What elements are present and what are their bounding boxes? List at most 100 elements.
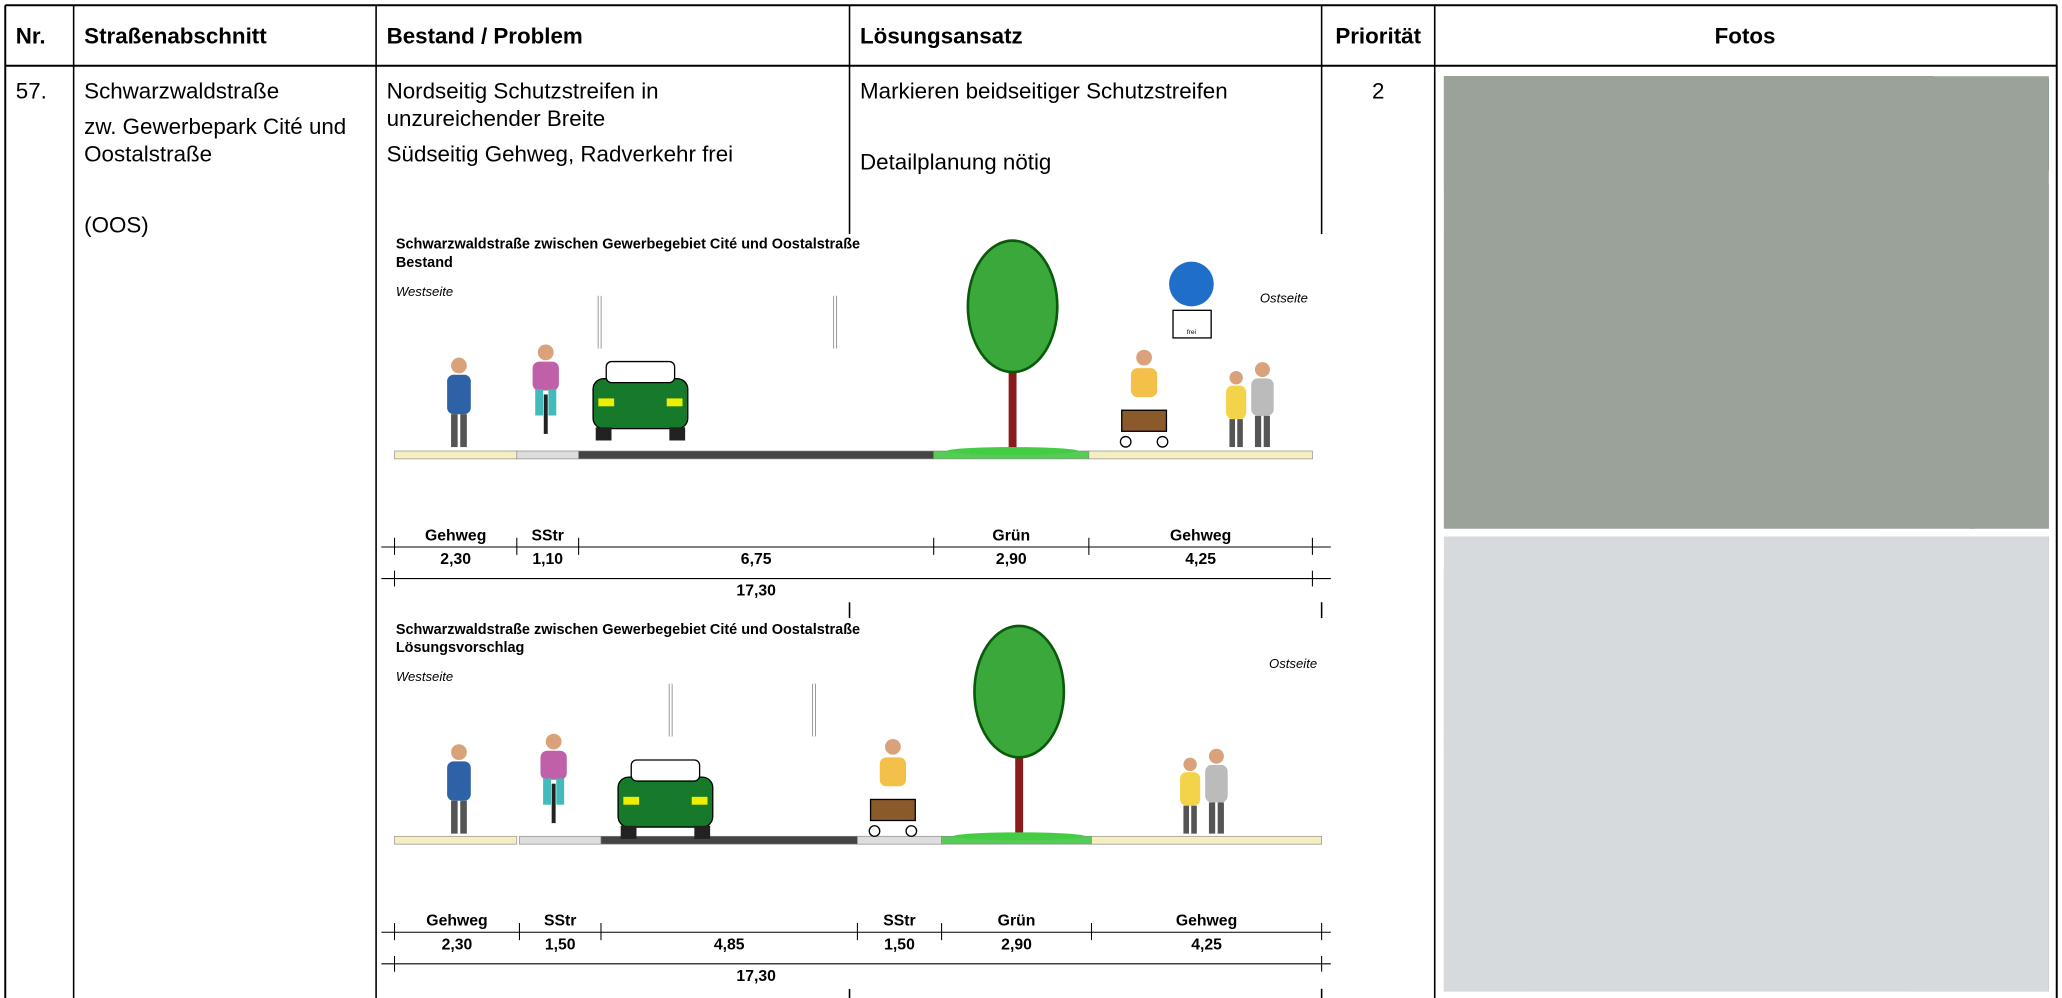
text: unzureichender Breite — [387, 106, 606, 131]
tree — [953, 832, 1085, 841]
figure — [548, 389, 557, 416]
text: 4,25 — [1191, 936, 1222, 953]
figure — [460, 800, 467, 834]
ground — [578, 450, 935, 460]
text: Gehweg — [426, 913, 487, 930]
car — [666, 398, 683, 407]
tree — [946, 447, 1079, 455]
text: Ostseite — [1269, 656, 1317, 671]
text: Ostseite — [1260, 290, 1308, 305]
text: SStr — [544, 913, 576, 930]
tree — [1015, 744, 1024, 837]
text: Südseitig Gehweg, Radverkehr frei — [387, 142, 734, 167]
sign — [1169, 261, 1214, 307]
ground — [1091, 835, 1322, 845]
figure — [1130, 368, 1158, 398]
figure — [1208, 748, 1224, 764]
figure — [535, 389, 544, 416]
figure — [1226, 385, 1247, 420]
text: Markieren beidseitiger Schutzstreifen — [860, 79, 1228, 104]
text: Schwarzwaldstraße zwischen Gewerbegebiet… — [396, 237, 860, 253]
text: 17,30 — [736, 583, 776, 600]
text: Straßenabschnitt — [84, 23, 267, 48]
car — [598, 398, 615, 407]
text: Gehweg — [1176, 913, 1237, 930]
text: 2,90 — [996, 551, 1027, 568]
figure — [460, 414, 467, 448]
text: Grün — [992, 527, 1030, 544]
figure — [905, 825, 918, 837]
figure — [1183, 757, 1197, 772]
photo-bg — [1443, 76, 2049, 529]
ground — [394, 835, 518, 845]
text: Fotos — [1715, 23, 1776, 48]
figure — [879, 757, 907, 787]
figure — [868, 825, 881, 837]
text: Detailplanung nötig — [860, 150, 1051, 175]
car — [630, 759, 701, 782]
car — [691, 796, 708, 805]
text: 2,30 — [440, 551, 471, 568]
text: 6,75 — [741, 551, 772, 568]
car — [669, 427, 686, 441]
figure — [1229, 371, 1243, 385]
text: 2,30 — [442, 936, 473, 953]
ground — [516, 450, 579, 460]
text: 57. — [16, 79, 47, 104]
text: 4,85 — [714, 936, 745, 953]
text: 17,30 — [736, 968, 776, 985]
figure — [1254, 362, 1270, 378]
text: 1,50 — [545, 936, 576, 953]
car — [623, 796, 640, 805]
text: Schwarzwaldstraße — [84, 79, 279, 104]
text: 2 — [1372, 79, 1384, 104]
text: 1,50 — [884, 936, 915, 953]
ground — [600, 835, 858, 845]
figure — [1136, 349, 1152, 366]
text: Bestand / Problem — [387, 23, 583, 48]
figure — [447, 374, 471, 415]
figure — [451, 414, 458, 448]
figure — [1119, 435, 1132, 448]
tree — [966, 239, 1059, 374]
figure — [1237, 419, 1243, 448]
figure — [1229, 419, 1236, 448]
figure — [1180, 772, 1201, 806]
ground — [857, 835, 942, 845]
figure — [451, 744, 467, 761]
figure — [532, 361, 559, 391]
car — [694, 825, 711, 839]
tree — [1008, 358, 1017, 452]
figure — [451, 357, 467, 374]
text: 1,10 — [532, 551, 563, 568]
tree — [973, 624, 1066, 759]
text: frei — [1187, 329, 1197, 336]
car — [620, 825, 637, 839]
sign — [1172, 309, 1212, 339]
figure — [545, 733, 562, 750]
text: Gehweg — [425, 527, 486, 544]
figure — [1183, 805, 1190, 834]
figure — [1217, 802, 1224, 834]
figure — [1208, 802, 1216, 834]
figure — [543, 778, 552, 805]
text: SStr — [532, 527, 564, 544]
photo-bg — [1443, 536, 2049, 992]
text: Schwarzwaldstraße zwischen Gewerbegebiet… — [396, 622, 860, 638]
text: Westseite — [396, 284, 453, 299]
text: Priorität — [1335, 23, 1421, 48]
figure — [1191, 805, 1197, 834]
text: Lösungsansatz — [860, 23, 1023, 48]
text: Grün — [998, 913, 1036, 930]
car — [595, 427, 612, 441]
text: SStr — [883, 913, 915, 930]
figure — [447, 761, 471, 801]
ground — [1088, 450, 1313, 460]
figure — [537, 344, 554, 361]
figure — [1121, 409, 1168, 432]
text: Nordseitig Schutzstreifen in — [387, 79, 659, 104]
text: Gehweg — [1170, 527, 1231, 544]
text: Nr. — [16, 23, 46, 48]
text: zw. Gewerbepark Cité und — [84, 114, 346, 139]
figure — [451, 800, 458, 834]
